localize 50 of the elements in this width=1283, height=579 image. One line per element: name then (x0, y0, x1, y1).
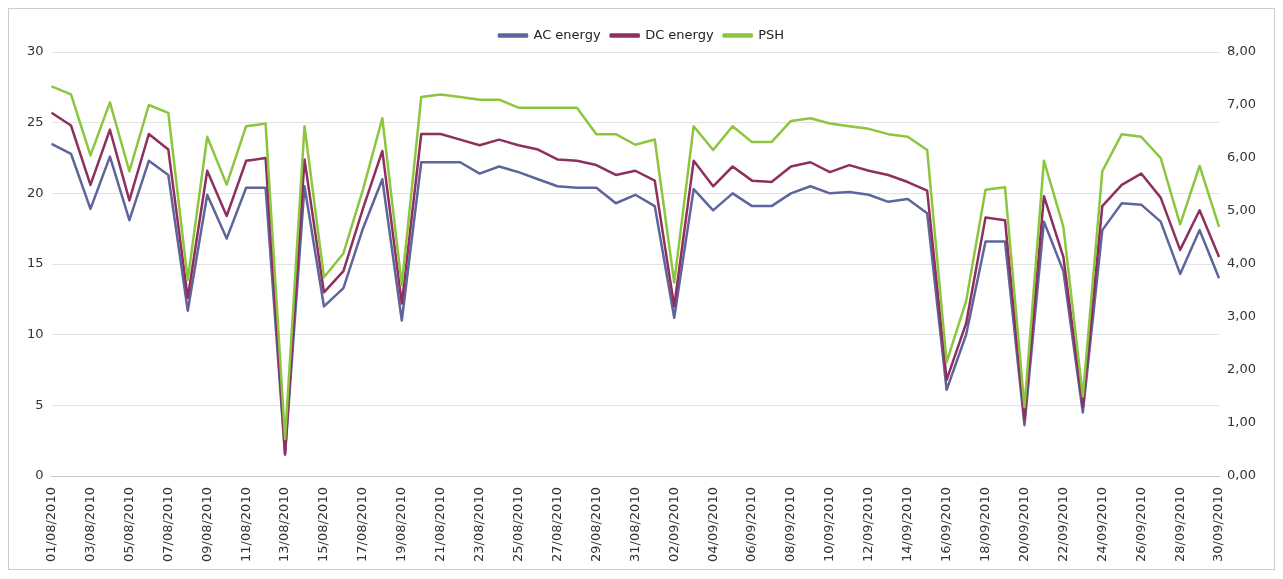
x-tick-label: 07/08/2010 (159, 487, 175, 563)
x-tick-label: 22/09/2010 (1054, 487, 1070, 563)
y-tick-label: 25 (27, 114, 44, 130)
legend-label: DC energy (645, 26, 714, 42)
x-tick-label: 02/09/2010 (665, 487, 681, 563)
x-tick-label: 29/08/2010 (587, 487, 603, 563)
legend-label: AC energy (533, 26, 601, 42)
y-tick-label: 0 (35, 467, 44, 483)
x-tick-label: 09/08/2010 (198, 487, 214, 563)
y2-tick-label: 2,00 (1227, 361, 1257, 377)
y2-tick-label: 0,00 (1227, 467, 1257, 483)
x-tick-label: 21/08/2010 (432, 487, 448, 563)
x-tick-label: 06/09/2010 (743, 487, 759, 563)
x-tick-label: 28/09/2010 (1171, 487, 1187, 563)
y2-tick-label: 6,00 (1227, 149, 1257, 165)
y-tick-label: 20 (27, 184, 44, 200)
x-tick-label: 15/08/2010 (315, 487, 331, 563)
x-tick-label: 11/08/2010 (237, 487, 253, 563)
y2-tick-label: 1,00 (1227, 414, 1257, 430)
x-tick-label: 10/09/2010 (821, 487, 837, 563)
y2-tick-label: 3,00 (1227, 308, 1257, 324)
x-tick-label: 08/09/2010 (782, 487, 798, 563)
x-tick-label: 20/09/2010 (1015, 487, 1031, 563)
x-tick-label: 31/08/2010 (626, 487, 642, 563)
x-tick-label: 25/08/2010 (509, 487, 525, 563)
y2-tick-label: 4,00 (1227, 255, 1257, 271)
y-tick-label: 15 (27, 255, 44, 271)
y2-tick-label: 5,00 (1227, 202, 1257, 218)
x-tick-label: 27/08/2010 (548, 487, 564, 563)
x-tick-label: 24/09/2010 (1093, 487, 1109, 563)
x-tick-label: 17/08/2010 (354, 487, 370, 563)
x-tick-label: 12/09/2010 (860, 487, 876, 563)
y-tick-label: 30 (27, 43, 44, 59)
legend-label: PSH (758, 26, 785, 42)
x-tick-label: 18/09/2010 (976, 487, 992, 563)
x-tick-label: 03/08/2010 (81, 487, 97, 563)
y2-tick-label: 7,00 (1227, 96, 1257, 112)
x-tick-label: 01/08/2010 (42, 487, 58, 563)
x-tick-label: 04/09/2010 (704, 487, 720, 563)
x-tick-label: 26/09/2010 (1132, 487, 1148, 563)
x-tick-label: 16/09/2010 (938, 487, 954, 563)
x-tick-label: 05/08/2010 (120, 487, 136, 563)
y2-tick-label: 8,00 (1227, 43, 1257, 59)
x-tick-label: 30/09/2010 (1210, 487, 1226, 563)
x-tick-label: 14/09/2010 (899, 487, 915, 563)
x-tick-label: 19/08/2010 (393, 487, 409, 563)
y-tick-label: 5 (35, 396, 44, 412)
y-tick-label: 10 (27, 326, 44, 342)
x-tick-label: 23/08/2010 (471, 487, 486, 563)
x-tick-label: 13/08/2010 (276, 487, 292, 563)
